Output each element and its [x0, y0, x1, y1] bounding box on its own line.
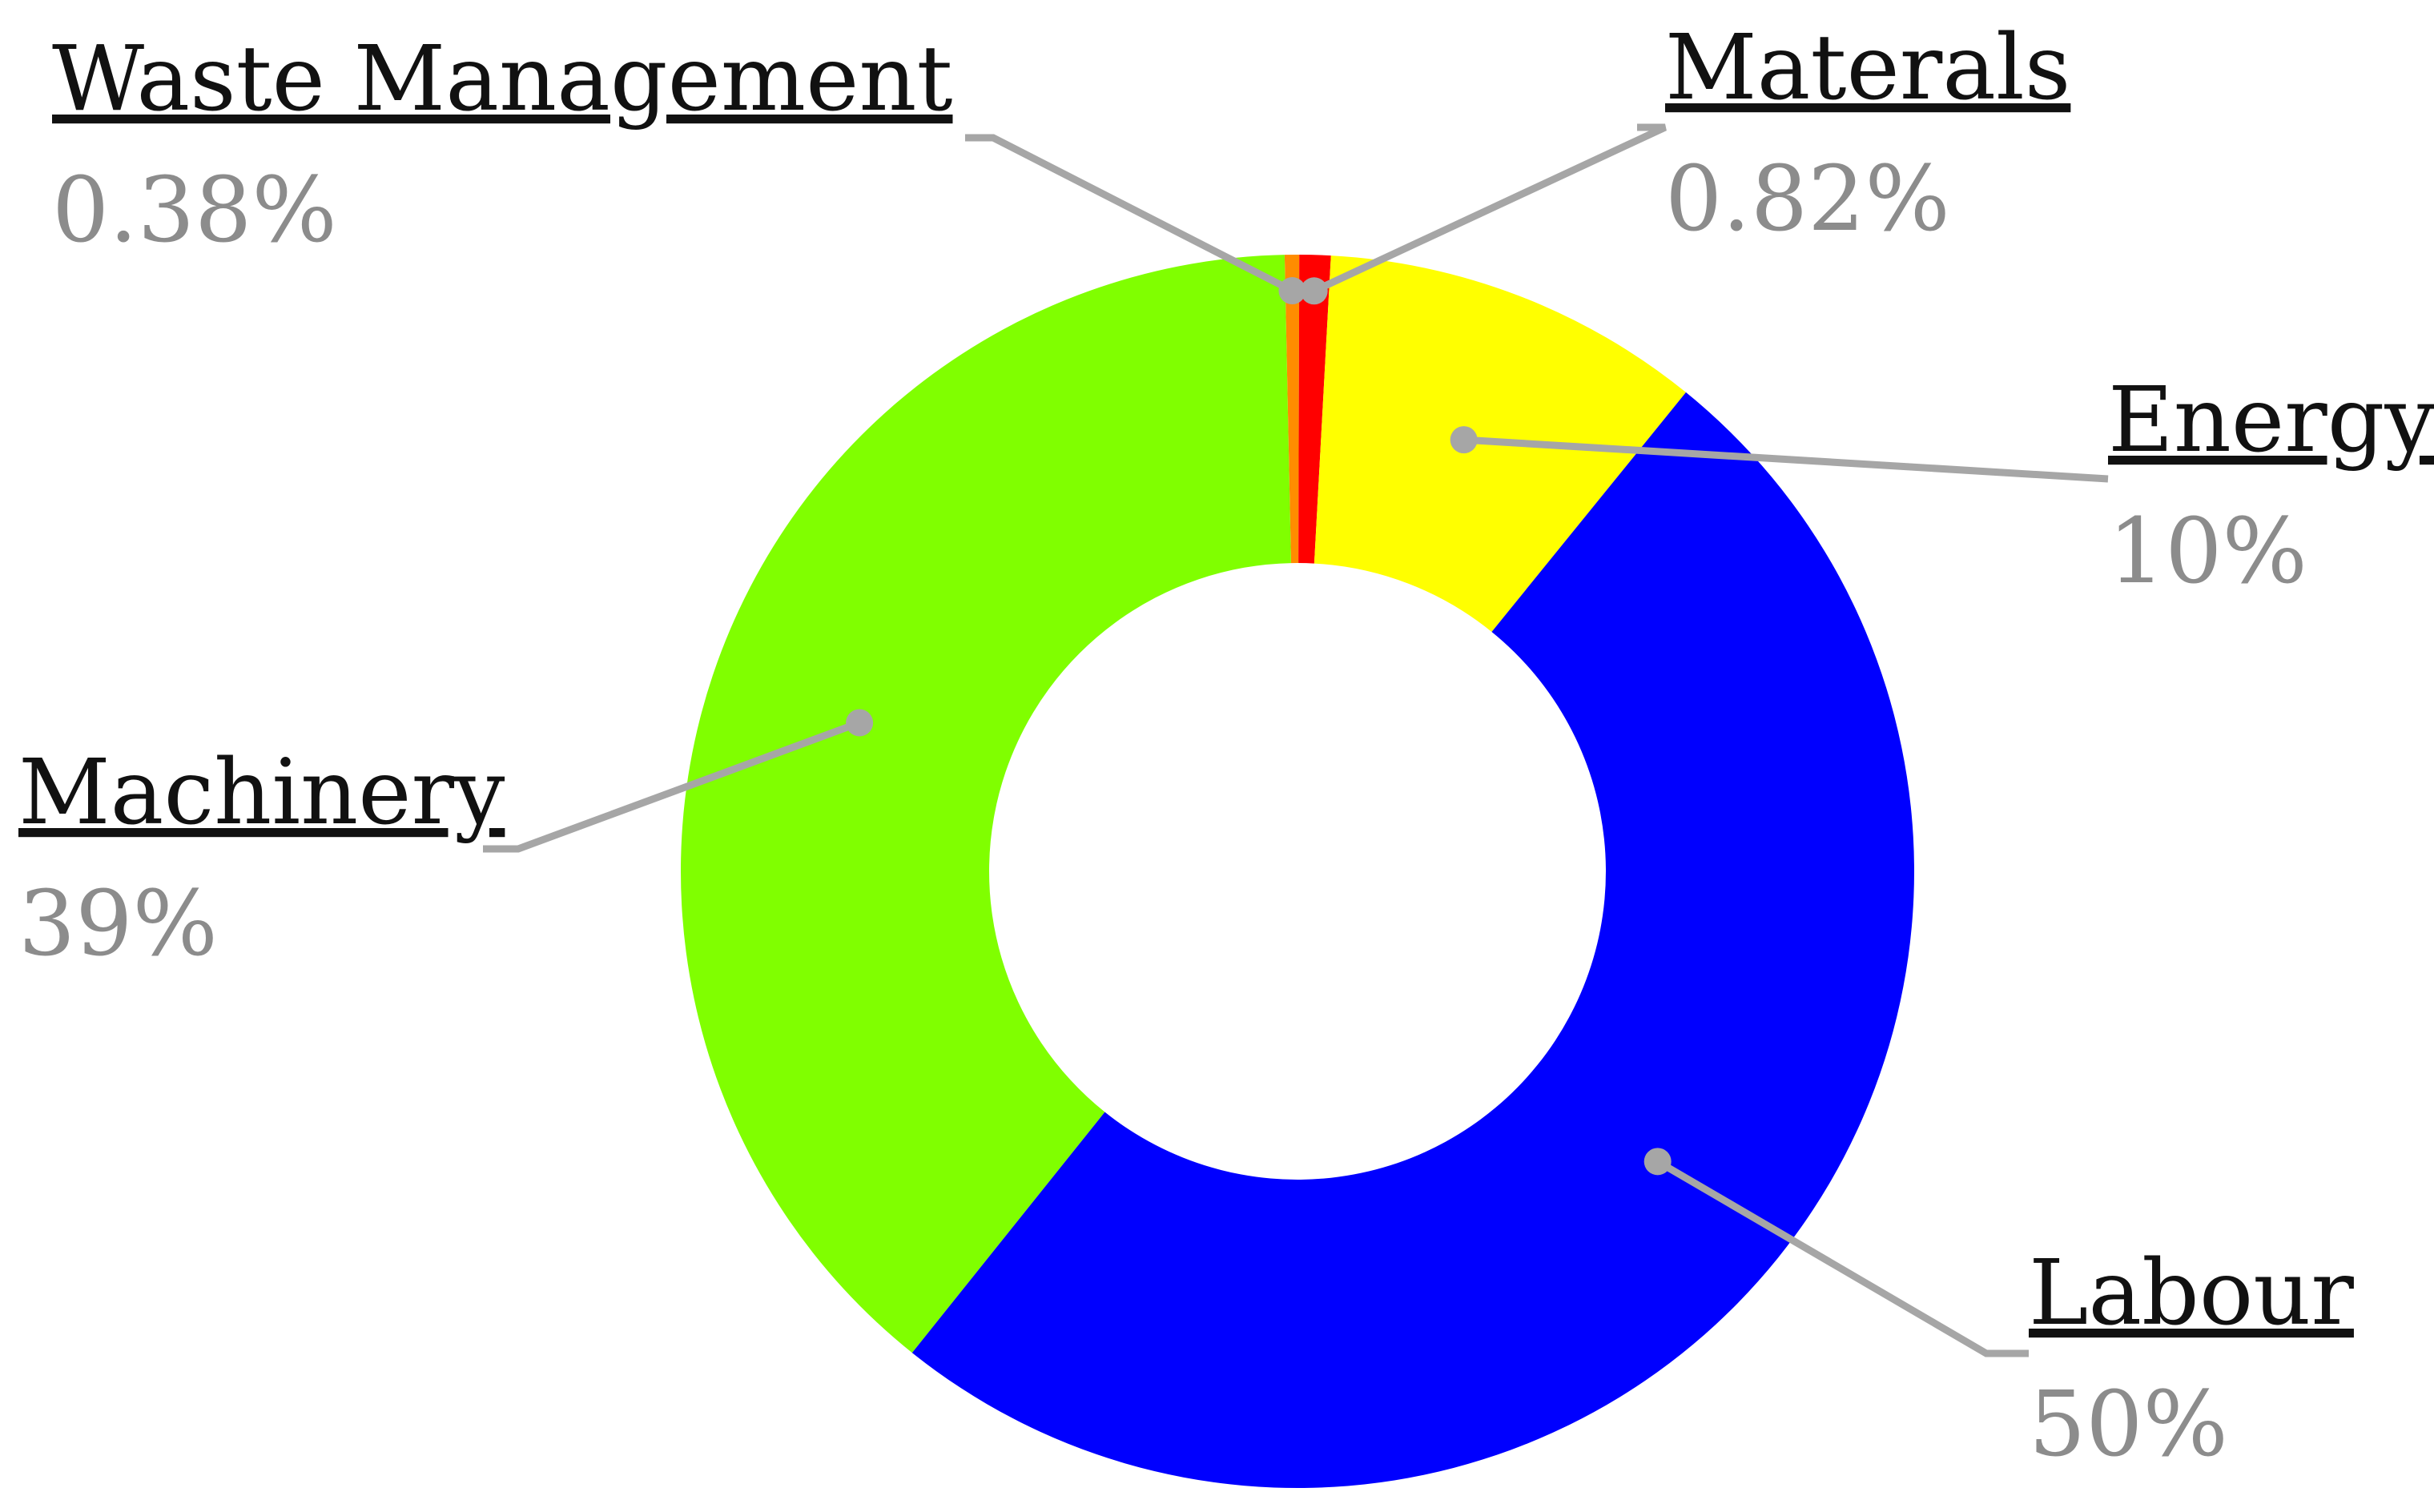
label-waste-management-name: Waste Management: [52, 27, 952, 131]
leader-dot-machinery: [846, 709, 874, 737]
leader-line-labour: [1656, 1158, 2029, 1357]
leader-line-energy: [1463, 436, 2109, 483]
label-machinery-value: 39%: [18, 872, 218, 976]
label-waste-management-value: 0.38%: [52, 159, 337, 263]
label-labour-name: Labour: [2029, 1241, 2354, 1345]
label-energy-name: Energy: [2108, 368, 2434, 472]
leader-dot-labour: [1643, 1148, 1672, 1176]
leader-lines-layer: [483, 123, 2109, 1357]
label-labour-value: 50%: [2029, 1373, 2228, 1477]
slices-layer: [680, 255, 1915, 1489]
leader-dot-energy: [1450, 426, 1478, 454]
label-materals-name: Materals: [1665, 16, 2070, 120]
label-machinery-name: Machinery: [18, 741, 505, 845]
leader-dot-materals: [1300, 277, 1328, 305]
slice-machinery: [680, 255, 1291, 1353]
slice-labour: [911, 392, 1915, 1489]
leader-dot-waste-management: [1278, 277, 1306, 305]
leader-line-machinery: [483, 719, 861, 853]
label-materals-value: 0.82%: [1665, 147, 1950, 251]
leader-line-materals: [1312, 123, 1667, 295]
slice-waste-management: [1284, 255, 1300, 564]
leader-line-waste-management: [965, 134, 1294, 295]
slice-materals: [1298, 255, 1331, 564]
label-energy-value: 10%: [2108, 500, 2307, 604]
